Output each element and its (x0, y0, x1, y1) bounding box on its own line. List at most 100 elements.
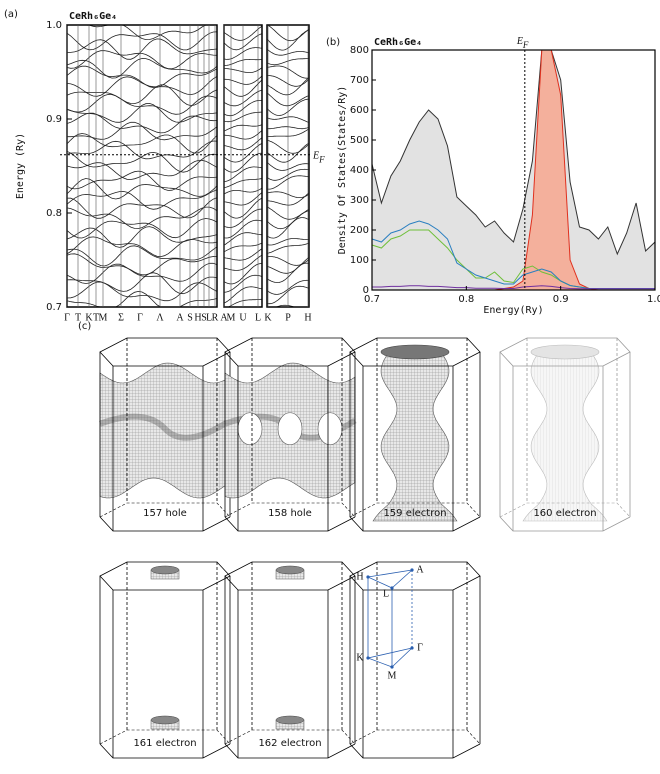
k-label: Γ (64, 312, 70, 323)
band-line (66, 24, 217, 41)
prism-bottom-back (499, 502, 631, 518)
band-line (66, 65, 218, 89)
k-label: L (206, 312, 212, 323)
dos-area (372, 50, 655, 290)
k-label: A (176, 312, 184, 323)
prism-bottom-front (499, 516, 631, 532)
k-label: L (255, 312, 261, 323)
band-line (66, 150, 218, 173)
k-label: H (194, 312, 201, 323)
prism-bottom-front (99, 516, 231, 532)
fermi-surface-label: 159 electron (383, 508, 446, 519)
sheet-hole (317, 412, 343, 446)
y-tick-label: 300 (350, 195, 369, 206)
k-label: M (99, 312, 108, 323)
bz-point-label: H (356, 571, 363, 582)
prism-top (99, 337, 231, 367)
fermi-label: EF (312, 151, 325, 165)
bz-path (391, 647, 413, 668)
prism-bottom-front (349, 743, 481, 759)
x-axis-label: Energy(Ry) (483, 305, 543, 316)
panel-label: (b) (326, 37, 340, 48)
fermi-label-sub: F (318, 155, 325, 165)
bz-path (367, 657, 393, 668)
band-line (66, 31, 218, 51)
bz-path (367, 647, 413, 659)
dos-line (371, 49, 656, 256)
x-tick-label: 0.7 (364, 294, 380, 305)
bz-point (410, 568, 414, 572)
k-label: M (227, 312, 236, 323)
prism-bottom-front (99, 743, 231, 759)
prism-bottom-back (224, 729, 356, 745)
vase-top (530, 344, 600, 360)
y-tick-label: 400 (350, 165, 369, 176)
y-tick-label: 0.9 (46, 114, 62, 125)
k-label: U (239, 312, 247, 323)
band-line (66, 236, 218, 258)
fermi-label: EF (516, 36, 529, 50)
fermi-label-sub: F (522, 40, 529, 50)
k-label: A (220, 312, 228, 323)
band-line (66, 189, 218, 210)
y-tick-label: 0 (363, 285, 369, 296)
band-line (66, 197, 218, 219)
band-line (66, 93, 218, 115)
band-line (66, 159, 218, 180)
band-line (66, 245, 218, 267)
k-label: S (187, 312, 193, 323)
y-axis-label: Density Of States(States/Ry) (337, 86, 348, 255)
prism-bottom-front (224, 516, 356, 532)
bz-point-label: Γ (417, 642, 423, 653)
y-tick-label: 0.8 (46, 208, 62, 219)
band-line (66, 112, 218, 134)
fermi-disc-top (275, 565, 305, 575)
bz-point-label: M (388, 670, 397, 681)
x-tick-label: 0.9 (553, 294, 569, 305)
prism-top (349, 561, 481, 591)
y-tick-label: 200 (350, 225, 369, 236)
k-label: H (304, 312, 311, 323)
y-tick-label: 500 (350, 135, 369, 146)
fermi-surface-label: 162 electron (258, 738, 321, 749)
y-axis-label: Energy (Ry) (15, 133, 26, 199)
bz-point-label: L (383, 588, 389, 599)
fermi-disc-top (275, 715, 305, 725)
fermi-vase (522, 351, 608, 522)
band-line (66, 290, 218, 308)
y-tick-label: 0.7 (46, 302, 62, 313)
y-tick-label: 800 (350, 45, 369, 56)
prism-bottom-front (224, 743, 356, 759)
k-label: Γ (137, 312, 143, 323)
prism-bottom-back (349, 729, 481, 745)
y-tick-label: 600 (350, 105, 369, 116)
k-label: P (285, 312, 291, 323)
prism-bottom-back (99, 502, 231, 518)
band-line (66, 272, 218, 295)
band-line (66, 178, 218, 200)
bz-path (367, 569, 413, 578)
k-label: R (212, 312, 219, 323)
k-label: K (264, 312, 272, 323)
prism-bottom-front (349, 516, 481, 532)
fermi-sheet-band (98, 413, 232, 441)
band-line (66, 281, 218, 302)
band-line (66, 253, 218, 276)
band-line (66, 84, 218, 107)
fermi-surface-label: 160 electron (533, 508, 596, 519)
sheet-hole (237, 412, 263, 446)
y-tick-label: 100 (350, 255, 369, 266)
bz-path (391, 569, 413, 589)
x-tick-label: 1.0 (647, 294, 660, 305)
chart-title: CeRh₆Ge₄ (69, 11, 117, 22)
band-line (66, 170, 218, 191)
prism-top (224, 337, 356, 367)
band-line (66, 76, 218, 97)
fermi-label-main: E (516, 36, 523, 47)
band-line (66, 140, 218, 160)
bz-point-label: K (356, 652, 364, 663)
bz-point (366, 575, 370, 579)
vase-top (380, 344, 450, 360)
y-tick-label: 700 (350, 75, 369, 86)
chart-title: CeRh₆Ge₄ (374, 37, 422, 48)
